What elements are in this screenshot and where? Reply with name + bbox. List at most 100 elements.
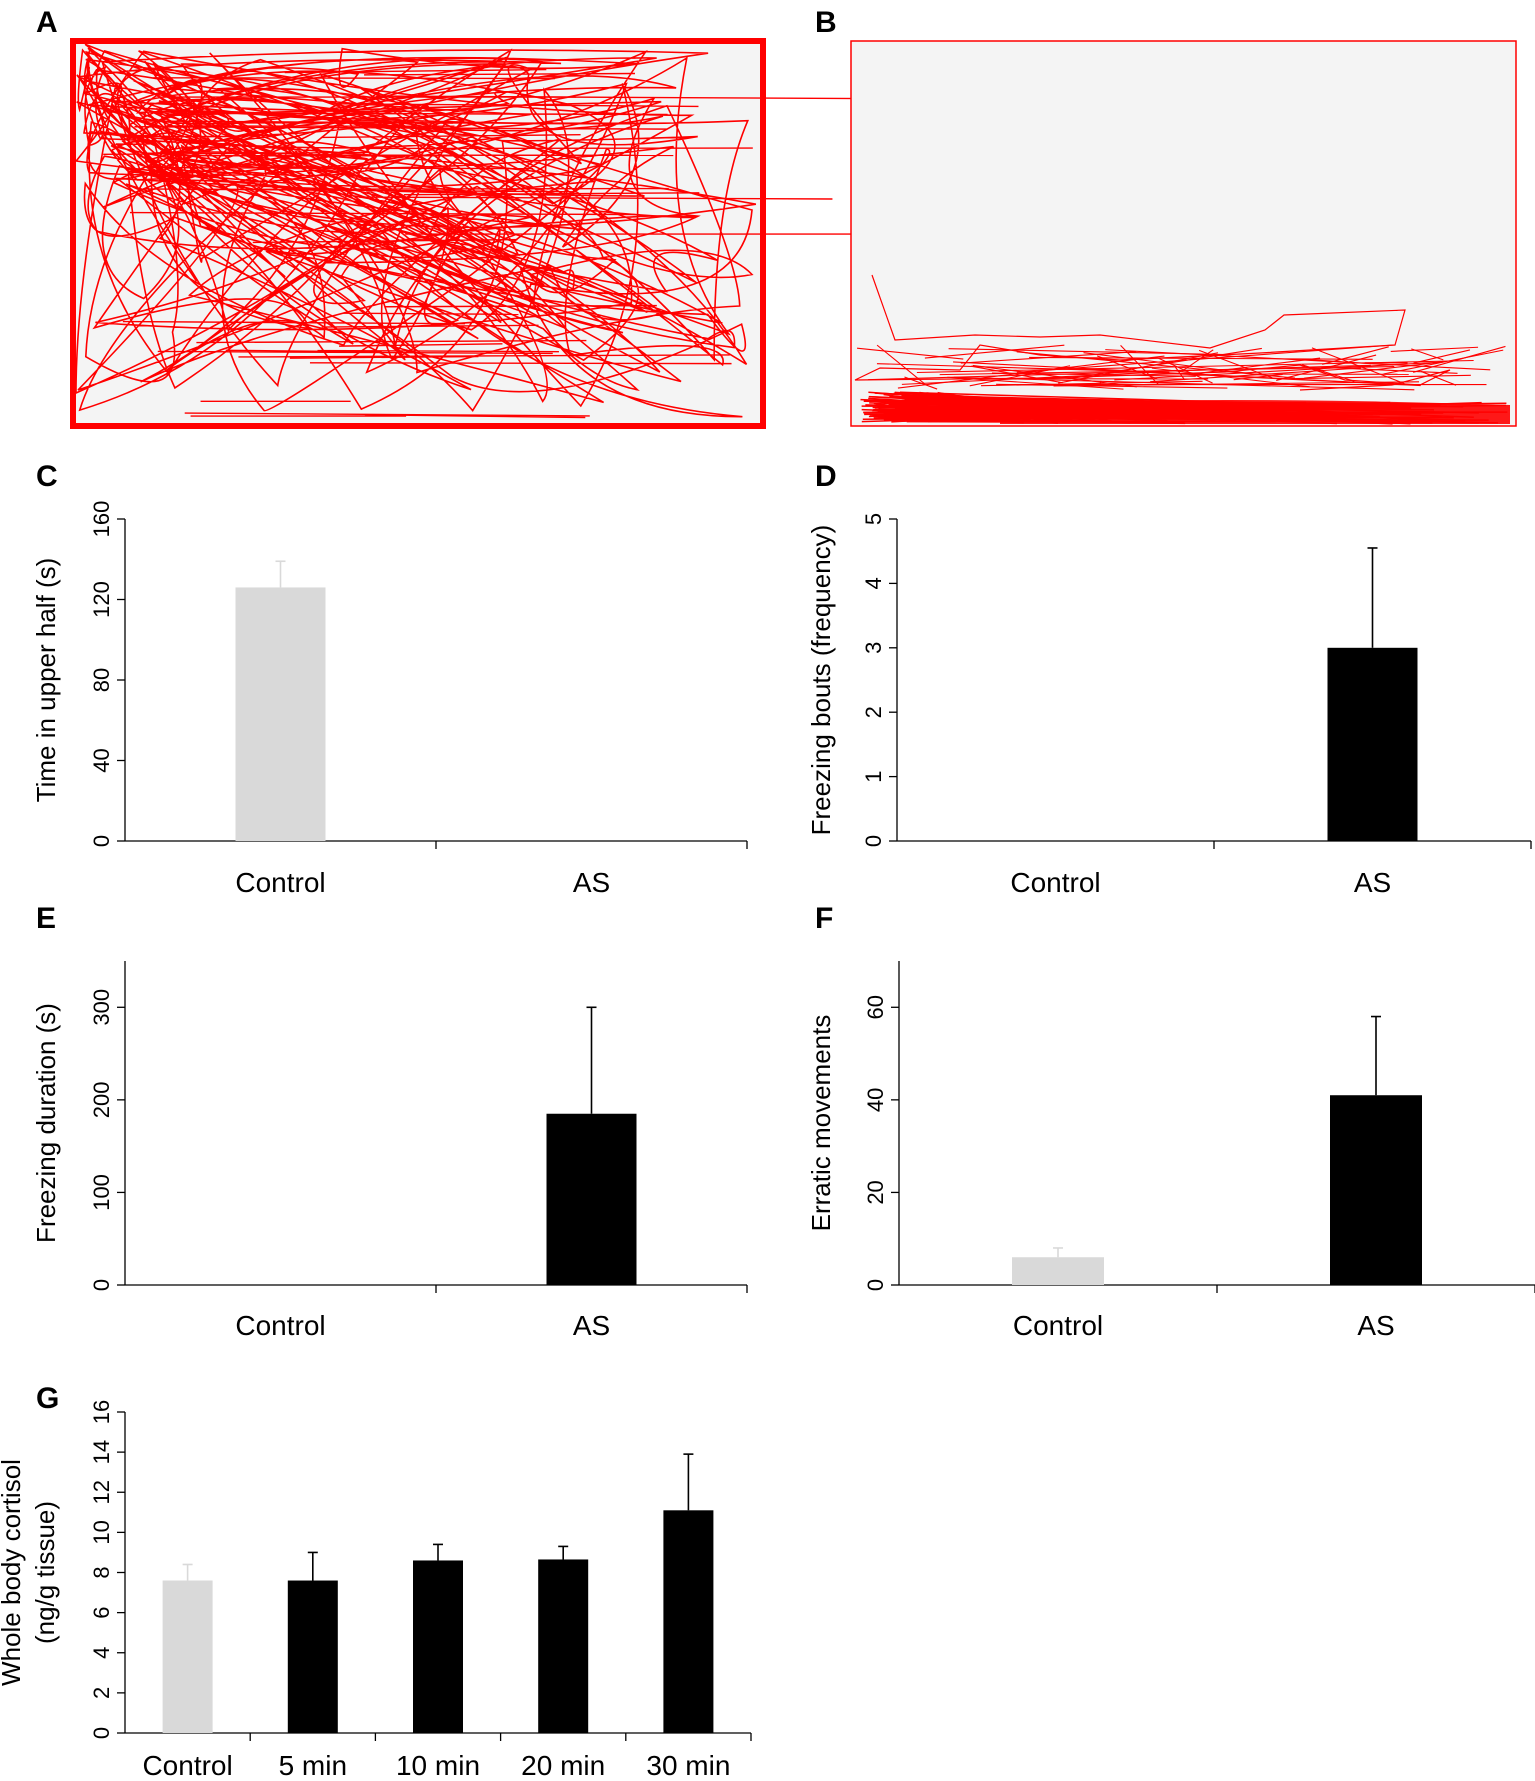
bar-control xyxy=(235,587,326,841)
trace-line-b xyxy=(1189,357,1321,375)
y-tick-label: 80 xyxy=(89,668,114,692)
trace-line-b xyxy=(1383,349,1504,375)
arena-trace-control xyxy=(70,38,911,429)
y-tick-label: 300 xyxy=(89,989,114,1026)
trace-line-b xyxy=(1157,357,1213,384)
bar-control xyxy=(162,1580,213,1733)
bar-as xyxy=(1327,647,1418,841)
trace-line-b xyxy=(924,344,1065,359)
trace-streak-a xyxy=(157,350,553,355)
trace-line-b xyxy=(1321,366,1458,374)
y-tick-label: 4 xyxy=(861,577,886,589)
panel-letter-a: A xyxy=(36,6,58,39)
trace-streak-a xyxy=(153,77,556,80)
trace-line-b xyxy=(1114,361,1443,381)
category-label: Control xyxy=(235,1310,325,1341)
trace-line-b xyxy=(1301,364,1355,382)
trace-streak-a xyxy=(321,324,539,328)
y-tick-label: 16 xyxy=(89,1400,114,1424)
trace-streak-a xyxy=(339,343,503,347)
trace-streak-a xyxy=(238,354,730,358)
y-tick-label: 20 xyxy=(863,1180,888,1204)
bar-as xyxy=(546,1113,637,1285)
trace-streak-a xyxy=(309,362,732,365)
y-tick-label: 0 xyxy=(89,835,114,847)
trace-streak-a xyxy=(321,134,581,139)
trace-line-b xyxy=(1105,349,1491,371)
trace-streak-a xyxy=(225,349,382,353)
y-tick-label: 2 xyxy=(861,706,886,718)
y-tick-label: 40 xyxy=(863,1088,888,1112)
bar-control xyxy=(1012,1257,1104,1285)
trace-line-b xyxy=(868,364,1371,381)
category-label: AS xyxy=(1354,867,1391,898)
trace-line-b xyxy=(1053,381,1420,387)
trace-line-b xyxy=(953,376,1415,391)
y-tick-label: 60 xyxy=(863,995,888,1019)
y-axis-label-line: Whole body cortisol xyxy=(0,1459,26,1686)
y-tick-label: 1 xyxy=(861,770,886,782)
panel-letter-e: E xyxy=(36,902,56,935)
y-tick-label: 0 xyxy=(863,1279,888,1291)
chart-e: E 0 100 200 300 Freezing duration (s) Control A… xyxy=(31,902,748,1341)
y-tick-label: 14 xyxy=(89,1440,114,1464)
chart-c: C 0 40 80 120 160 Time in upper half (s) Contro… xyxy=(31,460,748,898)
bar-20-min xyxy=(538,1559,589,1733)
category-label: Control xyxy=(142,1750,232,1781)
y-tick-label: 12 xyxy=(89,1480,114,1504)
y-tick-label: 6 xyxy=(89,1607,114,1619)
trace-line-b xyxy=(856,347,964,360)
y-axis-label: Freezing bouts (frequency) xyxy=(806,525,836,836)
panel-letter-f: F xyxy=(815,902,833,935)
trace-line-b xyxy=(876,363,1170,373)
trace-line-b xyxy=(1277,374,1471,380)
category-label: 5 min xyxy=(279,1750,347,1781)
trace-line-b xyxy=(947,376,1124,390)
y-tick-label: 120 xyxy=(89,581,114,618)
trace-line-b xyxy=(1322,346,1389,365)
y-tick-label: 100 xyxy=(89,1174,114,1211)
panel-letter-g: G xyxy=(36,1382,59,1415)
bar-10-min xyxy=(413,1560,463,1733)
trace-streak-a xyxy=(134,126,667,130)
y-tick-label: 2 xyxy=(89,1687,114,1699)
category-label: 30 min xyxy=(646,1750,730,1781)
trace-line-b xyxy=(1070,347,1262,379)
arena-b-box xyxy=(850,40,1517,427)
y-tick-label: 200 xyxy=(89,1081,114,1118)
y-tick-label: 0 xyxy=(861,835,886,847)
trace-line-b xyxy=(1029,356,1373,360)
trace-streak-a xyxy=(284,68,547,74)
y-tick-label: 8 xyxy=(89,1566,114,1578)
trace-line-b xyxy=(1198,349,1273,379)
trace-streak-a xyxy=(337,103,699,108)
trace-streak-a xyxy=(184,412,590,417)
y-axis-label: Time in upper half (s) xyxy=(31,558,61,803)
bar-5-min xyxy=(287,1580,338,1733)
trace-line-b xyxy=(1233,373,1283,381)
chart-d: D 0 1 2 3 4 5 Freezing bouts (frequency) Control… xyxy=(806,460,1532,898)
trace-line-b xyxy=(1096,355,1158,380)
trace-dense-band-b xyxy=(1000,400,1510,424)
category-label: Control xyxy=(235,867,325,898)
trace-line-b xyxy=(981,380,1203,387)
y-tick-label: 5 xyxy=(861,513,886,525)
category-label: AS xyxy=(573,867,610,898)
y-axis-label-line: (ng/g tissue) xyxy=(30,1501,60,1644)
trace-streak-a xyxy=(403,192,700,196)
trace-streak-a xyxy=(359,196,833,200)
chart-g: G 0 2 4 6 8 10 12 14 16 Whole body cortisol(ng/g t… xyxy=(0,1382,752,1781)
chart-f: F 0 20 40 60 Erratic movements Control AS xyxy=(806,902,1535,1341)
trace-path-a xyxy=(74,43,757,418)
trace-line-b xyxy=(1411,348,1444,361)
y-tick-label: 3 xyxy=(861,642,886,654)
panel-letter-b: B xyxy=(815,6,837,39)
trace-streak-a xyxy=(343,312,519,316)
y-tick-label: 40 xyxy=(89,748,114,772)
trace-streak-a xyxy=(129,211,640,216)
trace-streak-a xyxy=(252,238,518,244)
y-axis-label: Erratic movements xyxy=(806,1015,836,1232)
y-tick-label: 0 xyxy=(89,1279,114,1291)
bar-as xyxy=(1330,1095,1422,1285)
